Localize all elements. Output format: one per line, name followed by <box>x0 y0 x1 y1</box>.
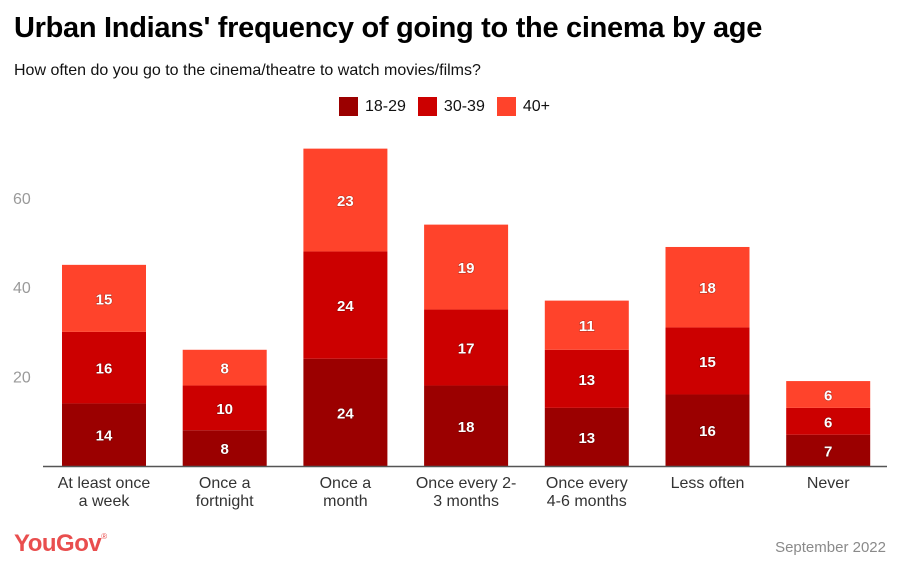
bar-segment-30-39 <box>182 385 267 431</box>
data-label: 14 <box>96 428 113 445</box>
bar-segment-30-39 <box>665 327 750 395</box>
bar-segment-40+ <box>786 381 871 408</box>
data-label: 15 <box>699 354 716 371</box>
bar-segment-18-29 <box>62 403 146 466</box>
data-label: 16 <box>699 423 716 440</box>
yougov-logo: YouGov® <box>14 530 107 558</box>
bar-segment-30-39 <box>786 407 871 435</box>
legend-item-40-plus: 40+ <box>496 97 550 116</box>
x-tick-label: Once every <box>546 475 628 492</box>
x-tick-label: Never <box>807 475 850 492</box>
bar-segment-40+ <box>424 224 509 310</box>
legend: 18-29 30-39 40+ <box>339 97 562 116</box>
data-label: 10 <box>216 401 233 418</box>
data-label: 8 <box>221 441 229 458</box>
bar-segment-18-29 <box>786 434 871 466</box>
bars: 14 16 15 8 10 8 24 24 23 18 17 19 13 13 11 16 15 18 7 6 6 <box>62 148 871 466</box>
chart-title: Urban Indians' frequency of going to the… <box>14 12 763 44</box>
legend-label: 18-29 <box>365 97 406 115</box>
bar-segment-40+ <box>303 148 388 252</box>
data-label: 17 <box>458 341 475 358</box>
data-label: 24 <box>337 405 354 422</box>
bar-segment-30-39 <box>424 309 509 386</box>
survey-date: September 2022 <box>775 539 886 556</box>
x-tick-label: 4-6 months <box>547 493 627 510</box>
data-label: 7 <box>824 443 832 460</box>
x-tick-label: 3 months <box>433 493 499 510</box>
data-label: 15 <box>96 291 113 308</box>
bar-segment-40+ <box>544 300 629 350</box>
legend-swatch <box>496 97 516 116</box>
x-tick-label: Once a <box>199 475 251 492</box>
data-label: 18 <box>699 280 716 297</box>
data-label: 24 <box>337 298 354 315</box>
x-tick-label: a week <box>79 493 131 510</box>
registered-mark: ® <box>101 532 107 541</box>
y-tick-label: 60 <box>13 191 31 208</box>
bar-segment-30-39 <box>544 349 629 408</box>
legend-label: 30-39 <box>443 97 485 115</box>
data-label: 19 <box>458 260 475 277</box>
bar-segment-40+ <box>182 349 267 386</box>
bar-segment-30-39 <box>62 331 146 404</box>
x-tick-label: fortnight <box>196 493 254 510</box>
chart-subtitle: How often do you go to the cinema/theatr… <box>14 62 481 79</box>
bar-segment-18-29 <box>424 385 509 466</box>
data-label: 6 <box>824 387 832 404</box>
data-label: 18 <box>458 419 475 436</box>
bar-segment-18-29 <box>303 358 388 466</box>
bar-segment-18-29 <box>665 394 750 466</box>
bar-segment-18-29 <box>182 430 267 466</box>
legend-item-30-39: 30-39 <box>417 97 485 116</box>
legend-swatch <box>417 97 437 116</box>
x-tick-label: Once every 2- <box>416 475 516 492</box>
legend-item-18-29: 18-29 <box>339 97 406 116</box>
x-tick-label: month <box>323 493 367 510</box>
y-axis: 20 40 60 <box>13 191 31 387</box>
data-label: 23 <box>337 193 354 210</box>
x-tick-label: Once a <box>320 475 372 492</box>
bar-segment-18-29 <box>544 407 629 466</box>
data-label: 16 <box>96 361 113 378</box>
legend-label: 40+ <box>522 97 550 115</box>
data-label: 13 <box>578 430 595 447</box>
data-label: 13 <box>578 372 595 389</box>
bar-segment-30-39 <box>303 251 388 359</box>
bar-segment-40+ <box>62 264 146 332</box>
x-tick-label: Less often <box>671 475 745 492</box>
bar-segment-40+ <box>665 246 750 328</box>
legend-swatch <box>339 97 358 116</box>
brand-name: YouGov <box>14 530 102 557</box>
x-tick-label: At least once <box>58 475 151 492</box>
y-tick-label: 40 <box>13 280 31 297</box>
y-tick-label: 20 <box>13 370 31 387</box>
data-label: 6 <box>824 414 832 431</box>
data-label: 11 <box>579 318 595 335</box>
data-label: 8 <box>221 361 229 378</box>
